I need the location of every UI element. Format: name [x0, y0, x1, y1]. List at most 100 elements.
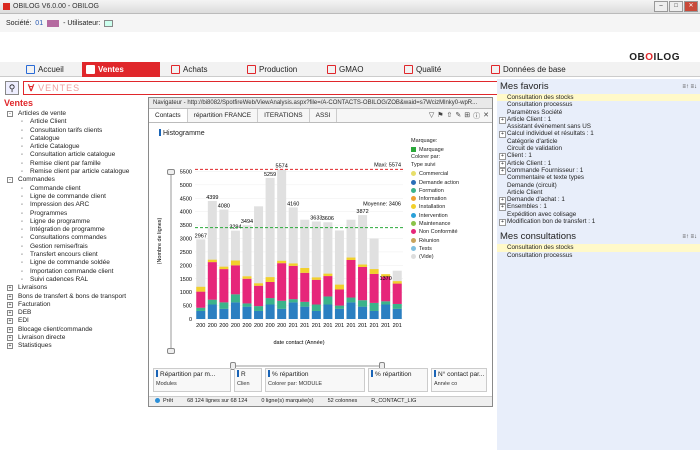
legend-item[interactable]: Non Conformité — [411, 228, 491, 236]
tree-item[interactable]: ◦ Article Catalogue — [4, 143, 149, 151]
bar-segment[interactable] — [311, 277, 321, 280]
bar-segment[interactable] — [242, 276, 252, 279]
bar-segment[interactable] — [311, 310, 321, 319]
favori-item[interactable]: Commande Fournisseur : 1 — [497, 167, 700, 176]
bar-segment[interactable] — [381, 276, 391, 302]
bar-segment[interactable] — [277, 260, 287, 264]
tree-item[interactable]: ◦ Suivi cadences RAL — [4, 276, 149, 284]
tree-item[interactable]: ◦ Commande client — [4, 185, 149, 193]
bar-top-label[interactable]: 3606 — [322, 216, 334, 222]
tree-item[interactable]: ◦ Ligne de commande client — [4, 193, 149, 201]
favori-item[interactable]: Catégorie d'article — [507, 137, 558, 145]
bar-segment[interactable] — [277, 308, 287, 319]
bar-segment[interactable] — [358, 300, 368, 307]
navigator-close-icon[interactable]: ✕ — [483, 112, 489, 119]
bar-background[interactable] — [242, 225, 252, 319]
tree-item[interactable]: ◦ Transfert encours client — [4, 251, 149, 259]
bar-background[interactable] — [219, 209, 229, 319]
bar-segment[interactable] — [392, 281, 402, 284]
tree-folder[interactable]: + Livraisons — [4, 284, 149, 292]
menu-item-production[interactable]: Production — [243, 62, 313, 77]
tree-item[interactable]: ◦ Catalogue — [4, 135, 149, 143]
bar-background[interactable] — [311, 221, 321, 319]
bar-top-label[interactable]: 5574 — [276, 163, 288, 169]
menu-item-gmao[interactable]: GMAO — [323, 62, 383, 77]
expand-icon[interactable]: + — [7, 326, 13, 333]
bar-segment[interactable] — [265, 277, 275, 282]
tree-folder[interactable]: - Articles de vente — [4, 110, 149, 118]
bar-segment[interactable] — [369, 310, 379, 319]
bar-segment[interactable] — [207, 304, 217, 319]
bar-top-label[interactable]: 2967 — [195, 233, 207, 239]
bar-top-label[interactable]: 4080 — [218, 204, 230, 210]
menu-item-accueil[interactable]: Accueil — [22, 62, 72, 77]
bar-top-label[interactable]: 3872 — [356, 209, 368, 215]
bookmark-icon[interactable]: ⚑ — [437, 112, 444, 119]
tree-item[interactable]: ◦ Consultations commandes — [4, 234, 149, 242]
bar-segment[interactable] — [288, 263, 298, 266]
legend-item[interactable]: Maintenance — [411, 220, 491, 228]
bar-segment[interactable] — [358, 306, 368, 319]
tree-folder[interactable]: + Facturation — [4, 301, 149, 309]
bar-segment[interactable] — [242, 306, 252, 319]
bar-segment[interactable] — [334, 284, 344, 290]
bar-background[interactable] — [288, 207, 298, 319]
info-icon[interactable]: ⓘ — [473, 113, 481, 120]
expand-icon[interactable]: + — [7, 335, 13, 342]
bar-segment[interactable] — [323, 296, 333, 305]
bar-segment[interactable] — [230, 294, 240, 303]
legend-item[interactable]: Intervention — [411, 212, 491, 220]
bar-background[interactable] — [334, 230, 344, 319]
filter-icon[interactable]: ▽ — [428, 112, 435, 119]
sort-icons[interactable]: ≡↑ ≡↓ — [682, 233, 697, 240]
x-axis-slider[interactable] — [230, 362, 385, 370]
favori-item[interactable]: Paramètres Société — [507, 108, 563, 116]
expand-icon[interactable]: + — [7, 293, 13, 300]
bar-segment[interactable] — [392, 303, 402, 309]
bar-segment[interactable] — [254, 306, 264, 311]
favori-item[interactable]: Circuit de validation — [507, 145, 562, 153]
bar-background[interactable] — [265, 177, 275, 319]
tree-folder[interactable]: + DEB — [4, 309, 149, 317]
bar-segment[interactable] — [265, 304, 275, 319]
bar-segment[interactable] — [288, 265, 298, 300]
bar-segment[interactable] — [230, 260, 240, 266]
expand-icon[interactable]: + — [7, 343, 13, 350]
search-input[interactable]: ∀ VENTES — [23, 80, 498, 95]
bar-segment[interactable] — [346, 297, 356, 303]
mini-visualization[interactable]: N° contact par... Année co — [431, 368, 487, 392]
mini-visualization[interactable]: % répartition Colorer par: MODULE — [265, 368, 365, 392]
bar-top-label[interactable]: 4160 — [287, 201, 299, 207]
tree-item[interactable]: ◦ Ligne de programme — [4, 218, 149, 226]
close-button[interactable]: ✕ — [684, 1, 698, 12]
expand-icon[interactable]: + — [7, 301, 13, 308]
legend-item[interactable]: Installation — [411, 203, 491, 211]
legend-item[interactable]: Information — [411, 195, 491, 203]
consultation-item[interactable]: Consultation des stocks — [497, 244, 700, 252]
bar-background[interactable] — [323, 222, 333, 319]
edit-icon[interactable]: ✎ — [455, 112, 462, 119]
histogram-chart[interactable]: (Nombre de lignes) 0 500 1000 1500 2000 2500 30… — [153, 126, 411, 346]
legend-item[interactable]: Commercial — [411, 170, 491, 178]
tree-item[interactable]: ◦ Programmes — [4, 210, 149, 218]
export-icon[interactable]: ⇧ — [446, 112, 453, 119]
bar-segment[interactable] — [300, 301, 310, 307]
tree-item[interactable]: ◦ Importation commande client — [4, 268, 149, 276]
favori-item[interactable]: Modification bon de transfert : 1 — [497, 218, 700, 227]
bar-background[interactable] — [254, 206, 264, 319]
tree-item[interactable]: ◦ Article Client — [4, 118, 149, 126]
bar-segment[interactable] — [381, 301, 391, 305]
tree-item[interactable]: ◦ Intégration de programme — [4, 226, 149, 234]
bar-segment[interactable] — [334, 308, 344, 319]
bar-segment[interactable] — [254, 310, 264, 319]
tree-item[interactable]: ◦ Ligne de commande soldée — [4, 259, 149, 267]
x-slider-left-handle[interactable] — [230, 362, 236, 370]
bar-segment[interactable] — [346, 257, 356, 260]
favori-item[interactable]: Consultation processus — [507, 101, 573, 109]
bar-segment[interactable] — [196, 291, 206, 308]
user-icon[interactable] — [104, 19, 114, 27]
navigator-tab[interactable]: répartition FRANCE — [188, 109, 259, 122]
expand-icon[interactable]: + — [7, 310, 13, 317]
legend-item[interactable]: (Vide) — [411, 253, 491, 261]
menu-item-achats[interactable]: Achats — [167, 62, 229, 77]
